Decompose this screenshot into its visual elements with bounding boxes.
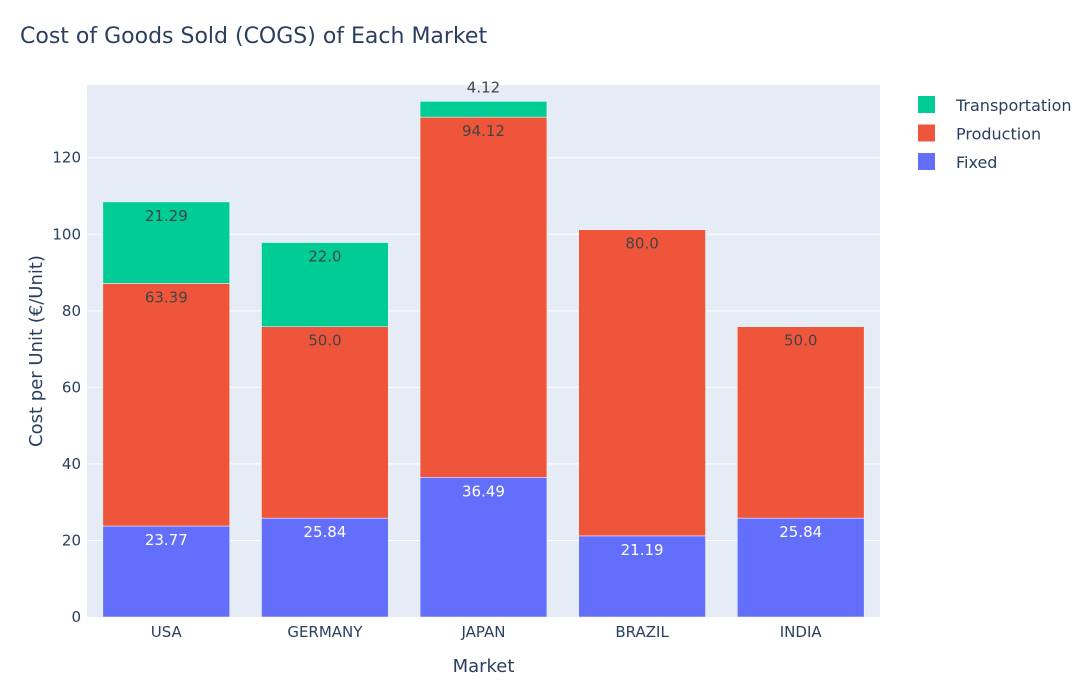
data-label-fixed-brazil: 21.19 xyxy=(621,541,664,559)
bar-fixed-india[interactable] xyxy=(737,517,865,618)
bar-transportation-germany[interactable] xyxy=(261,242,389,327)
y-tick-label: 80 xyxy=(62,302,81,320)
bars xyxy=(102,101,865,618)
x-tick-label: INDIA xyxy=(780,623,823,641)
data-labels: 23.77 63.39 21.29 25.84 50.0 22.0 36.49 94.12 4.… xyxy=(145,78,822,559)
legend-swatch-production[interactable] xyxy=(918,124,935,142)
bar-production-brazil[interactable] xyxy=(578,229,706,537)
bar-transportation-japan[interactable] xyxy=(419,101,548,118)
data-label-fixed-india: 25.84 xyxy=(779,523,822,541)
data-label-fixed-usa: 23.77 xyxy=(145,531,188,549)
y-tick-label: 60 xyxy=(62,378,81,396)
y-tick-label: 20 xyxy=(62,531,81,549)
y-axis-title: Cost per Unit (€/Unit) xyxy=(26,255,47,447)
y-tick-label: 0 xyxy=(71,608,81,626)
y-tick-label: 120 xyxy=(52,149,81,167)
data-label-production-brazil: 80.0 xyxy=(625,235,658,253)
legend-label-fixed[interactable]: Fixed xyxy=(956,153,997,172)
bar-fixed-usa[interactable] xyxy=(102,525,230,618)
data-label-fixed-germany: 25.84 xyxy=(303,523,346,541)
legend[interactable]: Transportation Production Fixed xyxy=(918,96,1072,172)
legend-swatch-fixed[interactable] xyxy=(918,153,935,170)
legend-swatch-transportation[interactable] xyxy=(918,96,935,113)
x-tick-label: USA xyxy=(151,623,183,641)
bar-production-india[interactable] xyxy=(737,326,865,519)
legend-label-transportation[interactable]: Transportation xyxy=(955,96,1072,115)
y-axis-ticks: 0 20 40 60 80 100 120 xyxy=(52,149,81,626)
data-label-production-germany: 50.0 xyxy=(308,332,341,350)
x-tick-label: GERMANY xyxy=(287,623,363,641)
bar-fixed-germany[interactable] xyxy=(261,517,389,618)
data-label-production-japan: 94.12 xyxy=(462,122,505,140)
y-tick-label: 100 xyxy=(52,225,81,243)
data-label-transportation-germany: 22.0 xyxy=(308,248,341,266)
data-label-fixed-japan: 36.49 xyxy=(462,482,505,500)
chart-title: Cost of Goods Sold (COGS) of Each Market xyxy=(20,24,487,49)
bar-production-usa[interactable] xyxy=(102,283,230,527)
x-tick-label: BRAZIL xyxy=(615,623,669,641)
y-tick-label: 40 xyxy=(62,455,81,473)
bar-transportation-usa[interactable] xyxy=(102,201,230,284)
x-axis-title: Market xyxy=(453,656,515,677)
x-axis-ticks: USA GERMANY JAPAN BRAZIL INDIA xyxy=(151,623,823,641)
bar-production-germany[interactable] xyxy=(261,326,389,519)
data-label-transportation-usa: 21.29 xyxy=(145,207,188,225)
legend-label-production[interactable]: Production xyxy=(956,125,1041,144)
bar-production-japan[interactable] xyxy=(419,116,548,478)
data-label-production-usa: 63.39 xyxy=(145,288,188,306)
x-tick-label: JAPAN xyxy=(461,623,506,641)
data-label-transportation-japan: 4.12 xyxy=(467,78,500,96)
data-label-production-india: 50.0 xyxy=(784,332,817,350)
